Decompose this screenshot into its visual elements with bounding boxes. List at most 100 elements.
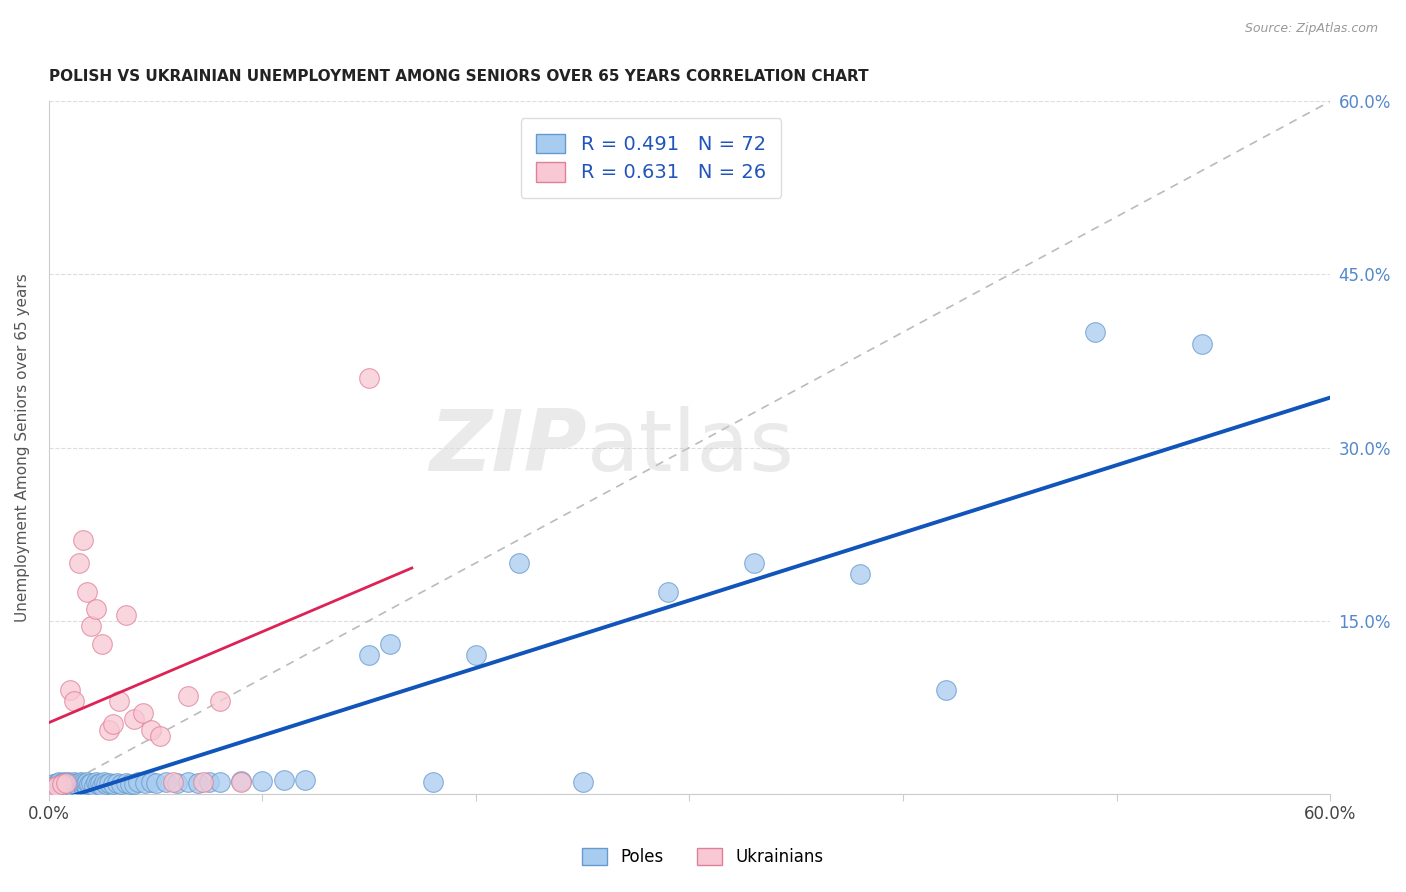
Point — [72, 776, 94, 790]
Point — [252, 774, 274, 789]
Point — [59, 682, 82, 697]
Point — [108, 694, 131, 708]
Point — [422, 775, 444, 789]
Point — [162, 775, 184, 789]
Point — [46, 780, 69, 794]
Point — [114, 607, 136, 622]
Point — [46, 776, 69, 790]
Point — [155, 775, 177, 789]
Point — [76, 775, 98, 789]
Point — [93, 775, 115, 789]
Point — [149, 729, 172, 743]
Point — [91, 637, 114, 651]
Point — [52, 775, 75, 789]
Point — [132, 706, 155, 720]
Point — [60, 779, 83, 793]
Point — [141, 723, 163, 738]
Point — [55, 776, 77, 790]
Point — [76, 584, 98, 599]
Point — [101, 777, 124, 791]
Point — [294, 772, 316, 787]
Point — [63, 777, 86, 791]
Point — [359, 371, 381, 385]
Point — [59, 780, 82, 794]
Point — [44, 779, 66, 793]
Point — [91, 779, 114, 793]
Point — [72, 533, 94, 547]
Point — [46, 779, 69, 793]
Point — [63, 775, 86, 789]
Point — [56, 775, 79, 789]
Point — [80, 776, 103, 790]
Point — [42, 780, 65, 794]
Point — [69, 775, 91, 789]
Point — [118, 777, 141, 791]
Point — [1191, 336, 1213, 351]
Point — [76, 780, 98, 794]
Point — [141, 775, 163, 789]
Point — [73, 777, 96, 791]
Point — [176, 689, 198, 703]
Point — [84, 602, 107, 616]
Point — [935, 682, 957, 697]
Point — [65, 779, 87, 793]
Point — [97, 776, 120, 790]
Point — [55, 776, 77, 790]
Point — [72, 779, 94, 793]
Point — [52, 780, 75, 794]
Point — [742, 556, 765, 570]
Point — [208, 775, 231, 789]
Point — [571, 775, 593, 789]
Point — [122, 712, 145, 726]
Point — [127, 775, 149, 789]
Point — [273, 772, 295, 787]
Point — [359, 648, 381, 663]
Point — [67, 556, 90, 570]
Point — [229, 774, 252, 789]
Text: Source: ZipAtlas.com: Source: ZipAtlas.com — [1244, 22, 1378, 36]
Text: atlas: atlas — [586, 406, 794, 489]
Text: ZIP: ZIP — [429, 406, 586, 489]
Point — [508, 556, 530, 570]
Point — [101, 717, 124, 731]
Point — [59, 776, 82, 790]
Point — [229, 775, 252, 789]
Point — [80, 619, 103, 633]
Point — [55, 779, 77, 793]
Point — [56, 777, 79, 791]
Legend: R = 0.491   N = 72, R = 0.631   N = 26: R = 0.491 N = 72, R = 0.631 N = 26 — [520, 118, 782, 198]
Y-axis label: Unemployment Among Seniors over 65 years: Unemployment Among Seniors over 65 years — [15, 273, 30, 622]
Point — [51, 776, 73, 790]
Point — [208, 694, 231, 708]
Point — [51, 777, 73, 791]
Point — [657, 584, 679, 599]
Point — [87, 777, 110, 791]
Point — [122, 777, 145, 791]
Point — [1084, 325, 1107, 339]
Point — [42, 777, 65, 791]
Point — [51, 779, 73, 793]
Point — [187, 776, 209, 790]
Point — [464, 648, 486, 663]
Point — [84, 775, 107, 789]
Point — [849, 567, 872, 582]
Point — [105, 776, 128, 790]
Point — [191, 775, 214, 789]
Point — [198, 775, 221, 789]
Point — [166, 776, 188, 790]
Point — [48, 775, 70, 789]
Point — [96, 777, 118, 791]
Point — [110, 777, 132, 791]
Legend: Poles, Ukrainians: Poles, Ukrainians — [574, 840, 832, 875]
Point — [60, 777, 83, 791]
Point — [69, 777, 91, 791]
Point — [145, 776, 167, 790]
Point — [65, 776, 87, 790]
Text: POLISH VS UKRAINIAN UNEMPLOYMENT AMONG SENIORS OVER 65 YEARS CORRELATION CHART: POLISH VS UKRAINIAN UNEMPLOYMENT AMONG S… — [49, 69, 869, 84]
Point — [83, 779, 105, 793]
Point — [380, 637, 402, 651]
Point — [79, 777, 101, 791]
Point — [134, 776, 156, 790]
Point — [176, 775, 198, 789]
Point — [63, 694, 86, 708]
